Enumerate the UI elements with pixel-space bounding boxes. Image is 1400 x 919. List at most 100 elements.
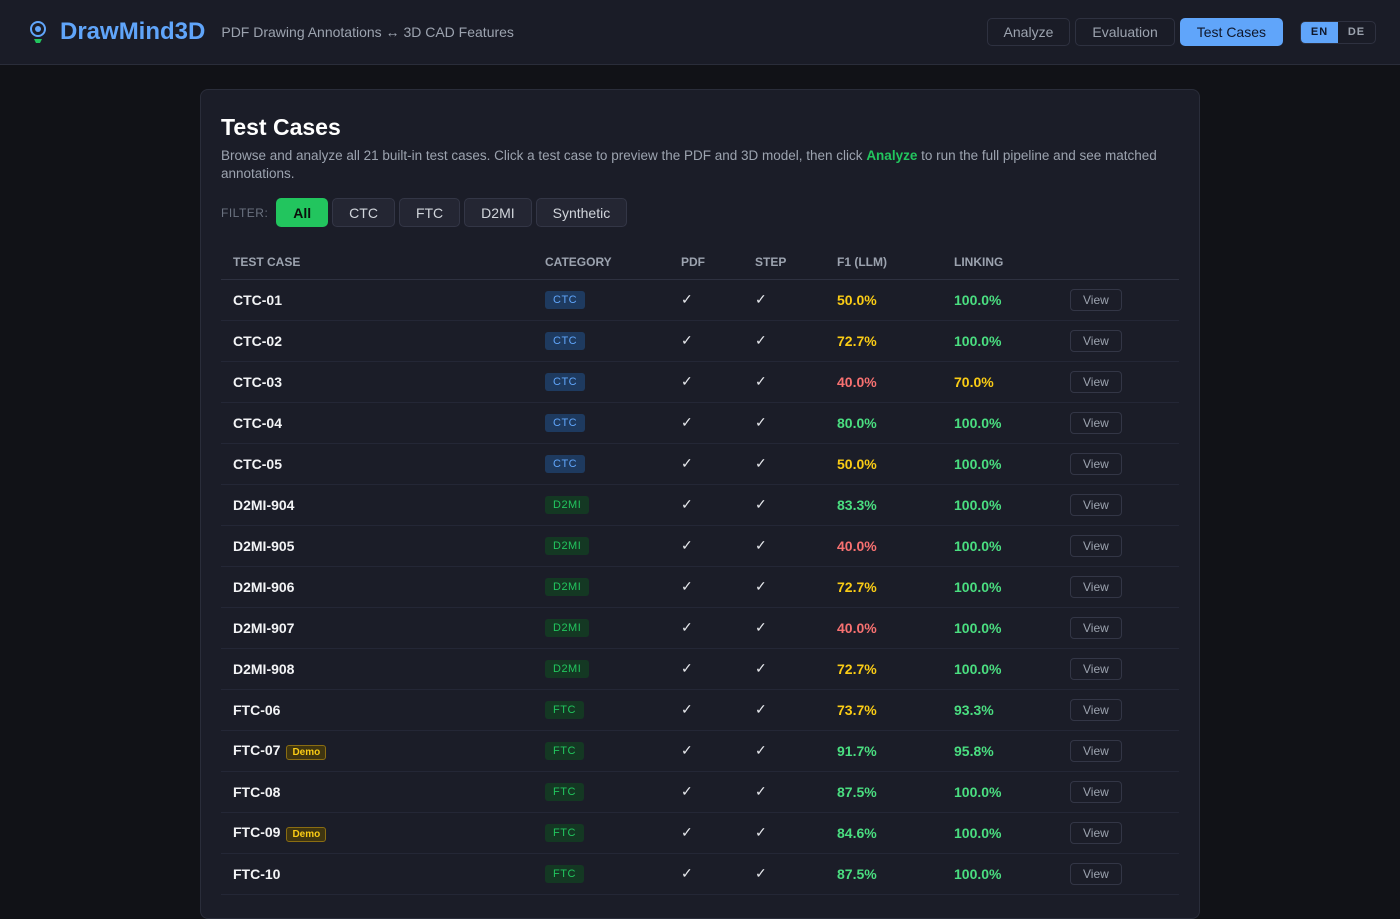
- table-row[interactable]: CTC-01 CTC ✓ ✓ 50.0% 100.0% View: [221, 279, 1179, 321]
- filter-ctc[interactable]: CTC: [332, 198, 395, 227]
- filter-all[interactable]: All: [276, 198, 329, 227]
- demo-badge: Demo: [286, 744, 327, 760]
- view-button[interactable]: View: [1070, 452, 1122, 475]
- nav-evaluation[interactable]: Evaluation: [1075, 18, 1175, 46]
- pdf-cell: ✓: [669, 730, 743, 772]
- linking-cell: 100.0%: [942, 853, 1058, 895]
- lang-de[interactable]: DE: [1347, 26, 1366, 38]
- category-badge: D2MI: [545, 537, 590, 555]
- filter-label: FILTER:: [221, 205, 269, 220]
- app-subtitle: PDF Drawing Annotations ↔ 3D CAD Feature…: [221, 24, 514, 40]
- view-button[interactable]: View: [1070, 657, 1122, 680]
- check-icon: ✓: [681, 455, 693, 471]
- filter-synthetic[interactable]: Synthetic: [535, 198, 628, 227]
- test-cases-table: TEST CASE CATEGORY PDF STEP F1 (LLM) LIN…: [221, 245, 1179, 895]
- linking-cell: 100.0%: [942, 279, 1058, 321]
- check-icon: ✓: [681, 332, 693, 348]
- view-button[interactable]: View: [1070, 821, 1122, 844]
- view-button[interactable]: View: [1070, 698, 1122, 721]
- nav-analyze[interactable]: Analyze: [986, 18, 1071, 46]
- f1-value: 83.3%: [837, 496, 877, 513]
- table-row[interactable]: FTC-09 Demo FTC ✓ ✓ 84.6% 100.0% View: [221, 812, 1179, 854]
- view-button[interactable]: View: [1070, 370, 1122, 393]
- view-button[interactable]: View: [1070, 575, 1122, 598]
- step-cell: ✓: [743, 812, 825, 854]
- view-button[interactable]: View: [1070, 493, 1122, 516]
- table-row[interactable]: FTC-08 FTC ✓ ✓ 87.5% 100.0% View: [221, 771, 1179, 813]
- table-header: TEST CASE CATEGORY PDF STEP F1 (LLM) LIN…: [221, 245, 1179, 280]
- f1-value: 73.7%: [837, 701, 877, 718]
- linking-cell: 100.0%: [942, 648, 1058, 690]
- check-icon: ✓: [681, 537, 693, 553]
- check-icon: ✓: [681, 373, 693, 389]
- view-button[interactable]: View: [1070, 862, 1122, 885]
- filter-d2mi[interactable]: D2MI: [464, 198, 532, 227]
- category-cell: CTC: [533, 320, 669, 362]
- test-case-cell: CTC-01: [221, 279, 533, 321]
- f1-value: 84.6%: [837, 824, 877, 841]
- linking-value: 100.0%: [954, 414, 1002, 431]
- pdf-cell: ✓: [669, 320, 743, 362]
- f1-value: 87.5%: [837, 783, 877, 800]
- table-row[interactable]: CTC-04 CTC ✓ ✓ 80.0% 100.0% View: [221, 402, 1179, 444]
- table-row[interactable]: D2MI-905 D2MI ✓ ✓ 40.0% 100.0% View: [221, 525, 1179, 567]
- category-cell: CTC: [533, 279, 669, 321]
- lang-en[interactable]: EN: [1301, 21, 1338, 43]
- view-button[interactable]: View: [1070, 411, 1122, 434]
- table-row[interactable]: CTC-05 CTC ✓ ✓ 50.0% 100.0% View: [221, 443, 1179, 485]
- linking-cell: 70.0%: [942, 361, 1058, 403]
- table-row[interactable]: FTC-06 FTC ✓ ✓ 73.7% 93.3% View: [221, 689, 1179, 731]
- nav-test-cases[interactable]: Test Cases: [1179, 18, 1283, 46]
- col-linking: LINKING: [942, 245, 1058, 280]
- f1-value: 40.0%: [837, 537, 877, 554]
- pdf-cell: ✓: [669, 607, 743, 649]
- test-case-cell: FTC-09 Demo: [221, 812, 533, 854]
- category-badge: FTC: [545, 865, 584, 883]
- check-icon: ✓: [755, 455, 767, 471]
- linking-value: 100.0%: [954, 537, 1002, 554]
- category-badge: CTC: [545, 373, 586, 391]
- step-cell: ✓: [743, 402, 825, 444]
- table-row[interactable]: D2MI-908 D2MI ✓ ✓ 72.7% 100.0% View: [221, 648, 1179, 690]
- test-case-cell: FTC-07 Demo: [221, 730, 533, 772]
- table-row[interactable]: FTC-10 FTC ✓ ✓ 87.5% 100.0% View: [221, 853, 1179, 895]
- table-row[interactable]: D2MI-906 D2MI ✓ ✓ 72.7% 100.0% View: [221, 566, 1179, 608]
- view-button[interactable]: View: [1070, 616, 1122, 639]
- step-cell: ✓: [743, 566, 825, 608]
- category-badge: D2MI: [545, 660, 590, 678]
- check-icon: ✓: [755, 660, 767, 676]
- table-row[interactable]: D2MI-904 D2MI ✓ ✓ 83.3% 100.0% View: [221, 484, 1179, 526]
- linking-value: 93.3%: [954, 701, 994, 718]
- test-cases-card: Test Cases Browse and analyze all 21 bui…: [200, 89, 1200, 919]
- view-button[interactable]: View: [1070, 780, 1122, 803]
- check-icon: ✓: [681, 414, 693, 430]
- table-row[interactable]: FTC-07 Demo FTC ✓ ✓ 91.7% 95.8% View: [221, 730, 1179, 772]
- step-cell: ✓: [743, 689, 825, 731]
- table-row[interactable]: D2MI-907 D2MI ✓ ✓ 40.0% 100.0% View: [221, 607, 1179, 649]
- table-row[interactable]: CTC-03 CTC ✓ ✓ 40.0% 70.0% View: [221, 361, 1179, 403]
- f1-value: 50.0%: [837, 291, 877, 308]
- pdf-cell: ✓: [669, 361, 743, 403]
- test-case-name: FTC-08: [233, 783, 281, 800]
- f1-cell: 91.7%: [825, 730, 942, 772]
- table-row[interactable]: CTC-02 CTC ✓ ✓ 72.7% 100.0% View: [221, 320, 1179, 362]
- test-case-name: FTC-09: [233, 823, 281, 840]
- check-icon: ✓: [755, 496, 767, 512]
- view-button[interactable]: View: [1070, 288, 1122, 311]
- category-badge: D2MI: [545, 619, 590, 637]
- language-toggle: EN DE: [1300, 20, 1376, 44]
- linking-value: 100.0%: [954, 455, 1002, 472]
- f1-value: 80.0%: [837, 414, 877, 431]
- brand-name[interactable]: DrawMind3D: [60, 18, 206, 45]
- category-cell: D2MI: [533, 484, 669, 526]
- linking-cell: 100.0%: [942, 525, 1058, 567]
- step-cell: ✓: [743, 771, 825, 813]
- view-button[interactable]: View: [1070, 534, 1122, 557]
- view-button[interactable]: View: [1070, 739, 1122, 762]
- category-cell: CTC: [533, 402, 669, 444]
- f1-value: 72.7%: [837, 332, 877, 349]
- linking-value: 100.0%: [954, 619, 1002, 636]
- linking-value: 95.8%: [954, 742, 994, 759]
- filter-ftc[interactable]: FTC: [398, 198, 461, 227]
- view-button[interactable]: View: [1070, 329, 1122, 352]
